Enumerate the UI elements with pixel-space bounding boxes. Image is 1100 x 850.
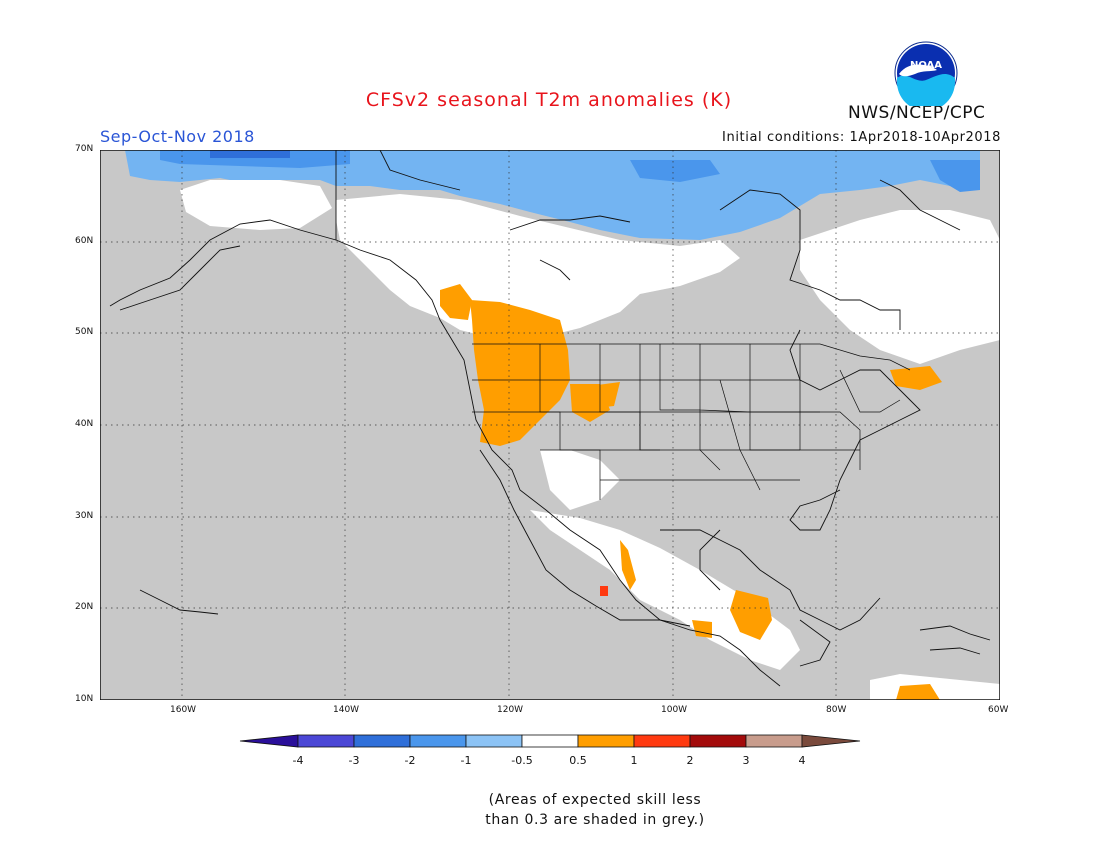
legend-label: -0.5 <box>511 754 532 767</box>
political-boundaries <box>472 343 911 500</box>
legend-swatch <box>465 734 523 748</box>
x-tick-label: 120W <box>497 705 524 715</box>
legend-swatch <box>409 734 467 748</box>
y-tick-label: 60N <box>75 236 94 246</box>
legend-label: -2 <box>405 754 416 767</box>
y-tick-label: 50N <box>75 327 94 337</box>
legend-swatch <box>745 734 803 748</box>
legend-labels: -4 -3 -2 -1 -0.5 0.5 1 2 3 4 <box>293 754 806 767</box>
y-tick-label: 70N <box>75 144 94 154</box>
map-panel <box>100 150 1000 700</box>
y-tick-label: 20N <box>75 602 94 612</box>
y-tick-label: 40N <box>75 419 94 429</box>
season-label: Sep-Oct-Nov 2018 <box>100 127 255 146</box>
legend-arrow-low <box>239 734 299 748</box>
x-tick-label: 100W <box>661 705 688 715</box>
legend-label: 4 <box>799 754 806 767</box>
y-tick-label: 10N <box>75 694 94 704</box>
logo-text: NOAA <box>910 60 942 71</box>
chart-title: CFSv2 seasonal T2m anomalies (K) <box>365 89 733 111</box>
legend-arrow-high <box>801 734 861 748</box>
x-tick-label: 160W <box>170 705 197 715</box>
x-tick-label: 140W <box>333 705 360 715</box>
legend-label: 0.5 <box>569 754 587 767</box>
graticule <box>100 150 1000 700</box>
legend-swatch <box>689 734 747 748</box>
initial-conditions-label: Initial conditions: 1Apr2018-10Apr2018 <box>722 130 1001 145</box>
legend-swatch <box>297 734 355 748</box>
legend-label: -4 <box>293 754 304 767</box>
coastlines <box>109 150 991 687</box>
legend-label: 2 <box>687 754 694 767</box>
legend-label: 1 <box>631 754 638 767</box>
x-tick-label: 80W <box>826 705 847 715</box>
legend-swatch <box>577 734 635 748</box>
noaa-logo: NOAA <box>894 41 958 106</box>
footnote-line1: (Areas of expected skill less <box>488 792 702 808</box>
legend-swatch <box>353 734 411 748</box>
legend-label: 3 <box>743 754 750 767</box>
legend-label: -3 <box>349 754 360 767</box>
y-tick-label: 30N <box>75 511 94 521</box>
legend-label: -1 <box>461 754 472 767</box>
legend-swatch <box>521 734 579 748</box>
color-legend: -4 -3 -2 -1 -0.5 0.5 1 2 3 4 <box>239 734 861 767</box>
x-tick-label: 60W <box>988 705 1009 715</box>
footnote: (Areas of expected skill less than 0.3 a… <box>0 790 1100 830</box>
legend-swatch <box>633 734 691 748</box>
footnote-line2: than 0.3 are shaded in grey.) <box>485 812 705 828</box>
legend-swatches <box>239 734 861 748</box>
agency-label: NWS/NCEP/CPC <box>848 103 986 123</box>
